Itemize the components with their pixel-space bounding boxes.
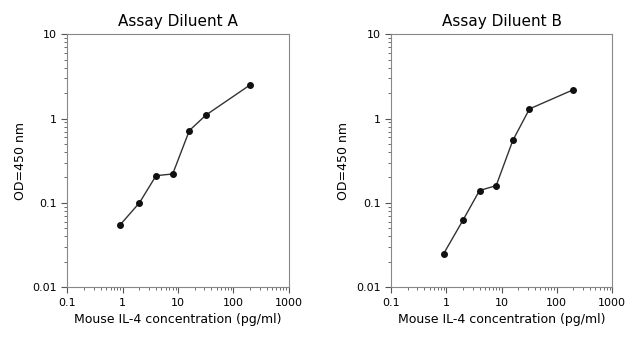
Title: Assay Diluent B: Assay Diluent B bbox=[442, 14, 561, 29]
Y-axis label: OD=450 nm: OD=450 nm bbox=[14, 122, 27, 200]
Title: Assay Diluent A: Assay Diluent A bbox=[118, 14, 238, 29]
X-axis label: Mouse IL-4 concentration (pg/ml): Mouse IL-4 concentration (pg/ml) bbox=[398, 313, 605, 326]
Y-axis label: OD=450 nm: OD=450 nm bbox=[337, 122, 350, 200]
X-axis label: Mouse IL-4 concentration (pg/ml): Mouse IL-4 concentration (pg/ml) bbox=[74, 313, 282, 326]
